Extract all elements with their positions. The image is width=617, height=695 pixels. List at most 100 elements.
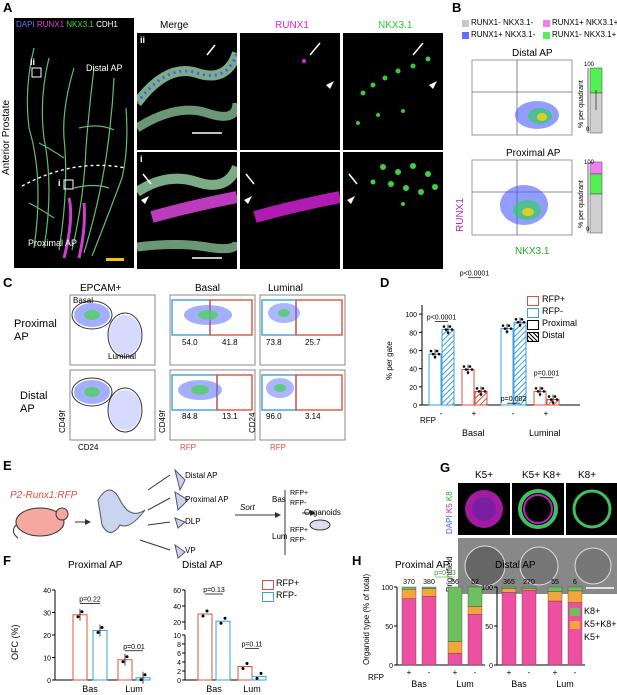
h-bar-segment: [521, 588, 537, 591]
f-right-pt: [255, 676, 259, 680]
merge-ii-image: ii: [137, 33, 237, 150]
nkx-ii-image: [343, 33, 443, 150]
f-right-ytick: 10: [173, 633, 181, 640]
c-dist-lum-plot: [259, 369, 346, 441]
f-right-pt: [201, 614, 205, 618]
f-left-ytick: 40: [43, 588, 51, 595]
d-point: [450, 328, 454, 331]
c-luminal-gate: Luminal: [108, 352, 137, 361]
f-left-bar: [72, 614, 88, 681]
runx1-i-svg: [244, 173, 340, 223]
h-bar-segment: [521, 589, 537, 666]
f-left-ytick: 30: [43, 611, 51, 618]
h-ytick: 50: [385, 624, 393, 631]
d-ytick-label: 100: [405, 312, 417, 319]
runx1-i-image: [240, 152, 340, 269]
h-ytick: 0: [489, 663, 493, 670]
h-bar-segment: [401, 586, 417, 590]
merge-i-svg: [137, 164, 237, 259]
f-right-ytick: 4: [177, 660, 181, 667]
f-right-bar: [237, 666, 253, 681]
d-sign: +: [544, 409, 549, 418]
d-legend-distal: Distal: [542, 330, 565, 340]
h-bar-segment: [401, 589, 417, 599]
h-count: 6: [573, 579, 577, 586]
d-sign: +: [472, 409, 477, 418]
c-dist-lum-pos: 3.14: [305, 412, 321, 421]
d-legend-rfpplus-swatch: [527, 296, 539, 306]
b-proximal-bar: [587, 161, 603, 234]
c-row-proximal: Proximal AP: [14, 318, 57, 343]
d-point: [429, 349, 433, 353]
h-legend-k5k8-swatch: [570, 621, 580, 629]
f-left-ytick: 0: [47, 678, 51, 685]
d-group-luminal: Luminal: [529, 428, 561, 438]
d-bar: [428, 353, 442, 406]
e-lobe-proximal: Proximal AP: [185, 495, 229, 504]
f-right-pt: [219, 621, 223, 625]
g-k5k8-image: [512, 483, 564, 535]
c-prox-lum-plot: [259, 294, 346, 366]
d-sign: -: [512, 409, 515, 418]
d-ytick-label: 60: [409, 348, 417, 355]
runx1-ii-svg: [302, 42, 334, 89]
f-legend-rfpminus-swatch: [262, 592, 274, 602]
panel-c-label: C: [3, 275, 13, 290]
h-title-prox: Proximal AP: [395, 560, 450, 571]
h-legend-k8-swatch: [570, 608, 580, 616]
d-point: [520, 317, 524, 321]
c-cd24-axis-2: CD24: [248, 412, 257, 433]
f-left-pt: [139, 678, 143, 682]
c-prox-lum-neg: 73.8: [266, 338, 282, 347]
f-pvalue: p=0.11: [241, 642, 262, 649]
h-legend-k5-swatch: [570, 634, 580, 642]
h-bar-segment: [521, 586, 537, 589]
d-point: [444, 328, 448, 331]
g-k8-image: [566, 483, 617, 535]
h-count: 370: [403, 579, 415, 586]
h-title-dist: Distal AP: [495, 560, 536, 571]
b-distal-tick100: 100: [584, 62, 595, 68]
c-rfp-axis-2: RFP: [270, 443, 286, 452]
h-ylabel: Organoid type (% of total): [362, 573, 371, 665]
f-right-ytick: 8: [177, 642, 181, 649]
f-left-pt: [121, 660, 125, 664]
b-prox-ylabel: % per quadrant: [578, 180, 585, 228]
merge-ii-label: ii: [140, 35, 146, 45]
d-ytick-label: 20: [409, 385, 417, 392]
d-point: [522, 320, 526, 324]
f-left-pt: [125, 655, 129, 659]
d-point: [534, 387, 538, 390]
b-distal-ylabel: % per quadrant: [578, 80, 585, 128]
d-legend-proximal: Proximal: [542, 318, 578, 328]
g-col-k5: K5+: [475, 470, 494, 481]
d-legend-rfpplus: RFP+: [542, 294, 566, 304]
h-count: 52: [471, 579, 479, 586]
d-ytick-label: 80: [409, 330, 417, 337]
d-point: [514, 317, 518, 321]
e-lobe-dlp: DLP: [185, 517, 201, 526]
f-pvalue: p=0.13: [203, 587, 225, 594]
d-point: [547, 395, 551, 398]
d-point: [507, 324, 511, 327]
d-rfp-label: RFP: [420, 416, 436, 425]
h-count: 55: [551, 579, 559, 586]
h-bar-segment: [547, 591, 563, 602]
merge-ii-svg: [137, 44, 237, 134]
d-bar: [461, 369, 475, 406]
d-point: [516, 320, 520, 324]
h-sign: +: [407, 668, 412, 677]
f-right-pt: [245, 662, 249, 665]
d-point: [477, 390, 481, 393]
f-title-dist: Distal AP: [182, 560, 223, 571]
d-pvalue: p=0.002: [501, 396, 527, 403]
h-bar-segment: [501, 588, 517, 593]
e-lobe-vp: VP: [185, 546, 196, 555]
h-sign: -: [474, 668, 477, 677]
h-legend-k8: K8+: [584, 606, 601, 616]
d-point: [536, 390, 540, 393]
e-bas-rfpplus: RFP+: [290, 490, 309, 497]
col-merge: Merge: [160, 20, 189, 31]
e-bas-rfpminus: RFP-: [290, 500, 307, 507]
